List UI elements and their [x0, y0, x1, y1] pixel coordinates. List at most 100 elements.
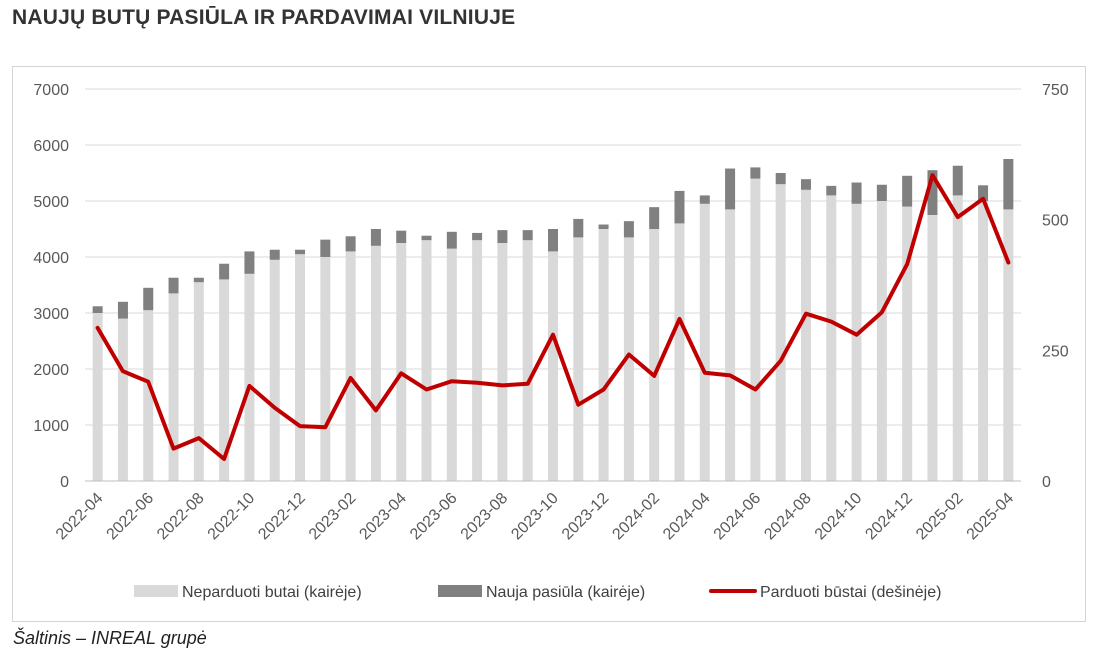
bar-unsold [320, 257, 331, 481]
y-left-tick-label: 3000 [33, 306, 69, 323]
bar-new-supply [446, 231, 457, 249]
bar-unsold [649, 229, 660, 481]
x-tick-label: 2025-04 [964, 490, 1018, 544]
bar-new-supply [269, 249, 280, 260]
y-right-tick-label: 500 [1042, 213, 1069, 230]
bar-new-supply [598, 224, 609, 229]
bar-new-supply [573, 218, 584, 238]
bar-unsold [978, 201, 989, 481]
bar-new-supply [649, 207, 660, 229]
bar-new-supply [699, 195, 710, 204]
x-tick-label: 2023-02 [306, 490, 360, 544]
x-tick-label: 2022-06 [104, 490, 158, 544]
bar-new-supply [219, 263, 230, 280]
bar-new-supply [370, 229, 381, 246]
chart-title: NAUJŲ BUTŲ PASIŪLA IR PARDAVIMAI VILNIUJ… [12, 6, 516, 29]
bar-new-supply [143, 287, 154, 311]
bar-unsold [396, 243, 407, 481]
bar-new-supply [396, 230, 407, 243]
bar-new-supply [978, 185, 989, 201]
bar-unsold [952, 195, 963, 481]
x-tick-label: 2024-12 [862, 490, 916, 544]
y-left-tick-label: 0 [60, 474, 69, 491]
x-tick-label: 2024-06 [711, 490, 765, 544]
bar-unsold [269, 259, 280, 481]
bar-unsold [244, 273, 255, 481]
bar-unsold [421, 240, 432, 481]
bar-unsold [775, 184, 786, 481]
x-tick-label: 2022-04 [53, 490, 107, 544]
legend-swatch-unsold [134, 585, 178, 597]
x-tick-label: 2022-08 [154, 490, 208, 544]
y-left-tick-label: 5000 [33, 194, 69, 211]
bar-unsold [699, 203, 710, 482]
bar-new-supply [750, 167, 761, 179]
bar-unsold [750, 178, 761, 481]
bar-new-supply [345, 236, 356, 252]
bar-unsold [92, 313, 103, 481]
x-tick-label: 2023-04 [357, 490, 411, 544]
x-tick-label: 2025-02 [913, 490, 967, 544]
bar-unsold [1003, 209, 1014, 481]
bar-unsold [674, 223, 685, 481]
bar-new-supply [876, 184, 887, 201]
bar-new-supply [927, 170, 938, 215]
legend-swatch-new-supply [438, 585, 482, 597]
bar-unsold [826, 195, 837, 481]
bar-unsold [143, 310, 154, 481]
bar-new-supply [775, 173, 786, 185]
source-note: Šaltinis – INREAL grupė [13, 628, 207, 648]
bar-unsold [573, 237, 584, 481]
bar-new-supply [320, 239, 331, 257]
bar-unsold [623, 237, 634, 481]
bar-new-supply [548, 229, 558, 252]
bar-new-supply [800, 179, 811, 190]
y-right-tick-label: 750 [1042, 82, 1069, 99]
bar-unsold [193, 282, 204, 481]
bar-unsold [117, 318, 128, 481]
legend-label-sold: Parduoti būstai (dešinėje) [760, 584, 941, 601]
bar-new-supply [497, 230, 508, 243]
chart-frame: 0 1000 2000 3000 4000 5000 6000 7000 0 250 500 750 2… [12, 66, 1086, 622]
y-left-tick-label: 2000 [33, 362, 69, 379]
x-tick-label: 2024-04 [660, 490, 714, 544]
bar-unsold [472, 240, 483, 481]
bar-unsold [800, 189, 811, 482]
y-left-tick-label: 4000 [33, 250, 69, 267]
bar-unsold [370, 245, 381, 481]
legend-label-unsold: Neparduoti butai (kairėje) [182, 584, 362, 601]
bar-unsold [295, 254, 306, 481]
bar-new-supply [674, 190, 685, 224]
bar-unsold [168, 293, 179, 481]
bar-new-supply [295, 249, 306, 255]
bar-new-supply [1003, 159, 1014, 210]
y-left-tick-label: 6000 [33, 138, 69, 155]
bar-unsold [548, 251, 558, 481]
bar-unsold [902, 206, 913, 481]
line-series [95, 173, 1011, 461]
bar-unsold [219, 279, 230, 481]
x-tick-label: 2023-06 [407, 490, 461, 544]
bar-unsold [446, 248, 457, 481]
bar-new-supply [725, 168, 736, 210]
x-tick-label: 2024-02 [609, 490, 663, 544]
bar-series [92, 159, 1014, 482]
bar-new-supply [623, 221, 634, 238]
bar-new-supply [421, 235, 432, 241]
bar-new-supply [902, 175, 913, 207]
x-tick-label: 2023-08 [458, 490, 512, 544]
bar-unsold [522, 240, 533, 481]
bar-unsold [497, 243, 508, 481]
x-tick-label: 2023-12 [559, 490, 613, 544]
bar-new-supply [244, 251, 255, 274]
y-right-tick-label: 0 [1042, 474, 1051, 491]
x-tick-label: 2024-10 [812, 490, 866, 544]
bar-unsold [598, 229, 609, 481]
legend-label-new-supply: Nauja pasiūla (kairėje) [486, 584, 645, 601]
bar-unsold [345, 251, 356, 481]
bar-unsold [725, 209, 736, 481]
bar-new-supply [92, 306, 103, 313]
bar-new-supply [851, 182, 862, 204]
bar-new-supply [193, 277, 204, 283]
bar-new-supply [952, 165, 963, 196]
